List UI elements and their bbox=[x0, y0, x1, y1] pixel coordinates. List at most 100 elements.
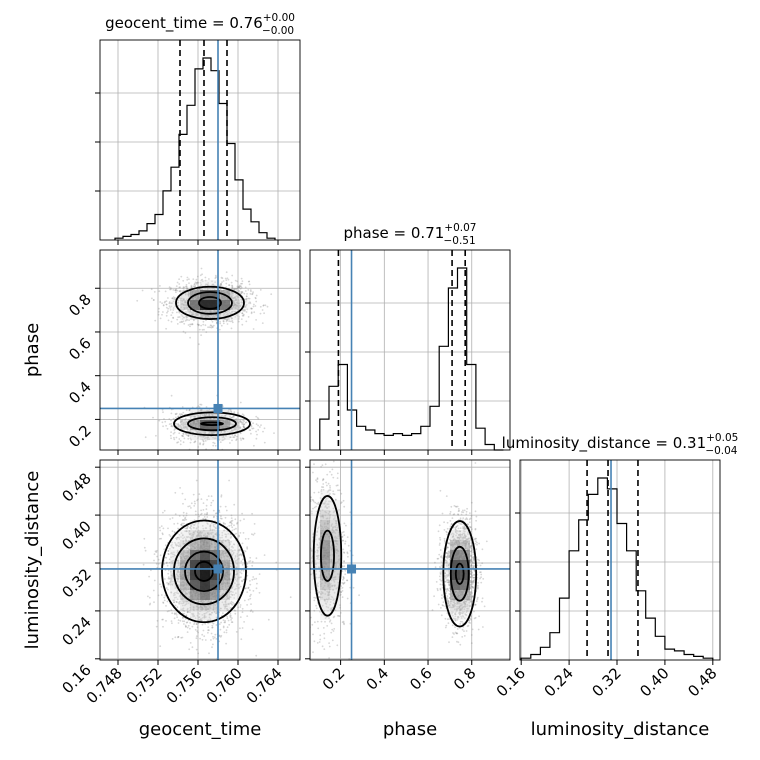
sample-point bbox=[189, 611, 191, 614]
sample-point bbox=[215, 431, 218, 433]
sample-point bbox=[264, 304, 267, 307]
sample-point bbox=[183, 612, 185, 615]
sample-point bbox=[219, 636, 222, 638]
sample-point bbox=[156, 549, 158, 552]
sample-point bbox=[187, 624, 190, 627]
sample-point bbox=[199, 442, 202, 445]
sample-point bbox=[250, 593, 252, 596]
sample-point bbox=[189, 336, 192, 339]
sample-point bbox=[172, 307, 175, 309]
sample-point bbox=[201, 328, 204, 331]
sample-point bbox=[222, 612, 224, 615]
sample-point bbox=[192, 615, 195, 618]
sample-point bbox=[239, 305, 242, 307]
sample-point bbox=[189, 627, 191, 630]
sample-point bbox=[255, 577, 258, 580]
sample-point bbox=[235, 527, 237, 530]
sample-point bbox=[224, 414, 227, 417]
sample-point bbox=[171, 551, 173, 554]
sample-point bbox=[182, 411, 185, 414]
sample-point bbox=[235, 592, 237, 595]
sample-point bbox=[187, 294, 190, 297]
sample-point bbox=[169, 309, 172, 311]
sample-point bbox=[223, 430, 226, 432]
sample-point bbox=[236, 572, 239, 575]
sample-point bbox=[181, 636, 184, 639]
sample-point bbox=[166, 610, 169, 613]
sample-point bbox=[177, 584, 180, 586]
sample-point bbox=[148, 603, 151, 606]
sample-point bbox=[179, 321, 182, 324]
sample-point bbox=[200, 619, 203, 622]
sample-point bbox=[181, 602, 184, 605]
sample-point bbox=[218, 439, 221, 441]
sample-point bbox=[243, 308, 245, 311]
sample-point bbox=[229, 590, 232, 593]
sample-point bbox=[186, 621, 189, 624]
sample-point bbox=[159, 301, 162, 303]
sample-point bbox=[212, 643, 214, 646]
sample-point bbox=[233, 428, 236, 430]
sample-point bbox=[226, 605, 228, 608]
sample-point bbox=[224, 505, 227, 508]
sample-point bbox=[212, 431, 214, 434]
sample-point bbox=[254, 305, 257, 307]
sample-point bbox=[175, 596, 178, 599]
sample-point bbox=[253, 523, 256, 525]
sample-point bbox=[240, 301, 243, 304]
sample-point bbox=[214, 274, 217, 277]
sample-point bbox=[257, 429, 260, 431]
sample-point bbox=[232, 310, 235, 312]
sample-point bbox=[169, 518, 172, 520]
sample-point bbox=[252, 427, 255, 430]
sample-point bbox=[229, 536, 232, 539]
sample-point bbox=[214, 437, 217, 439]
sample-point bbox=[193, 527, 195, 529]
sample-point bbox=[188, 648, 191, 651]
sample-point bbox=[242, 419, 245, 422]
sample-point bbox=[206, 513, 209, 516]
sample-point bbox=[192, 278, 195, 280]
sample-point bbox=[158, 526, 161, 529]
sample-point bbox=[223, 603, 225, 606]
sample-point bbox=[189, 429, 192, 432]
sample-point bbox=[244, 538, 247, 540]
sample-point bbox=[176, 566, 178, 569]
sample-point bbox=[176, 573, 179, 576]
sample-point bbox=[220, 276, 223, 279]
sample-point bbox=[186, 601, 189, 603]
grid-geocent_time-phase bbox=[100, 250, 300, 450]
sample-point bbox=[224, 620, 227, 622]
sample-point bbox=[237, 425, 240, 427]
sample-point bbox=[202, 509, 205, 511]
sample-point bbox=[177, 441, 180, 443]
sample-point bbox=[235, 428, 237, 431]
sample-point bbox=[208, 287, 211, 290]
sample-point bbox=[178, 581, 181, 583]
sample-point bbox=[238, 587, 241, 589]
sample-point bbox=[186, 287, 189, 290]
sample-point bbox=[250, 609, 253, 612]
sample-point bbox=[254, 296, 257, 299]
sample-point bbox=[223, 431, 226, 434]
sample-point bbox=[234, 560, 237, 563]
sample-point bbox=[200, 498, 203, 500]
sample-point bbox=[171, 530, 174, 533]
sample-point bbox=[230, 514, 233, 517]
sample-point bbox=[212, 444, 215, 447]
sample-point bbox=[176, 549, 179, 552]
sample-point bbox=[198, 493, 201, 495]
panel-title-luminosity_distance: luminosity_distance = 0.31+0.05 −0.04 bbox=[502, 432, 739, 457]
sample-point bbox=[224, 516, 227, 519]
sample-point bbox=[212, 516, 215, 519]
sample-point bbox=[180, 320, 183, 323]
sample-point bbox=[239, 627, 241, 630]
sample-point bbox=[198, 324, 200, 326]
sample-point bbox=[185, 409, 188, 412]
sample-point bbox=[182, 426, 185, 429]
density-cell bbox=[210, 280, 220, 290]
sample-point bbox=[170, 552, 172, 555]
sample-point bbox=[237, 587, 240, 589]
sample-point bbox=[211, 626, 214, 629]
